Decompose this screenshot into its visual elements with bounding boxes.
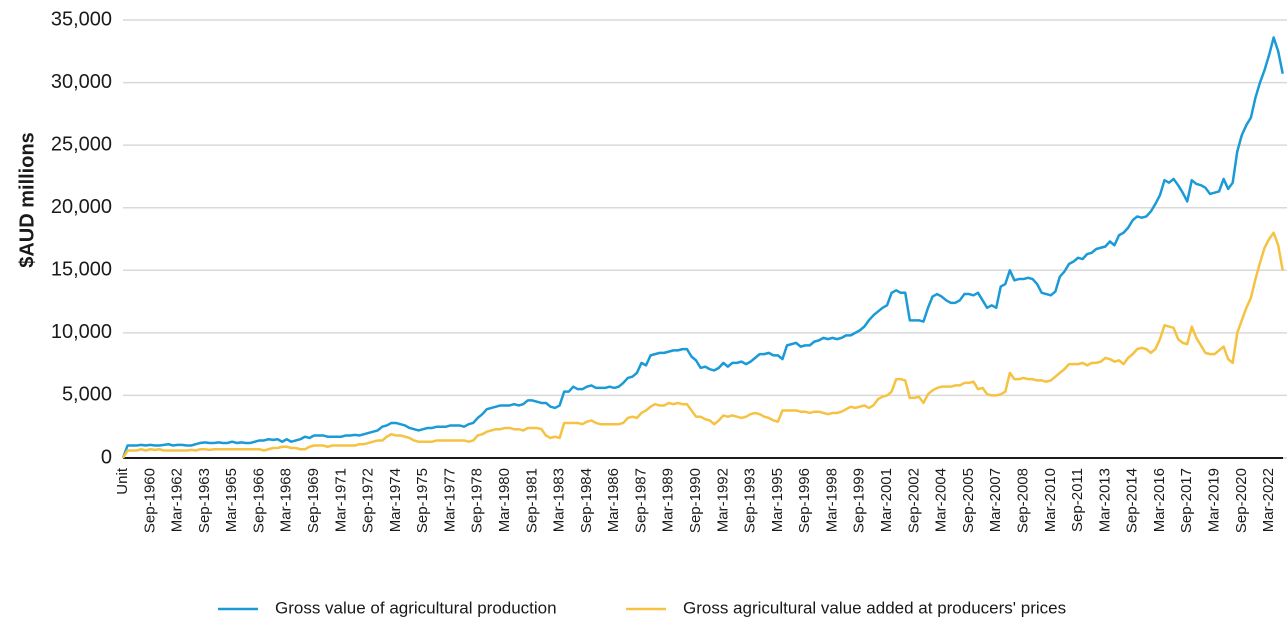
x-tick-label: Mar-2001 [878, 468, 895, 532]
y-tick-label: 30,000 [51, 71, 112, 93]
y-tick-label: 10,000 [51, 321, 112, 343]
x-tick-label: Mar-1968 [278, 468, 295, 532]
x-tick-label: Sep-1978 [469, 468, 486, 533]
x-tick-label: Mar-2016 [1151, 468, 1168, 532]
x-tick-label: Sep-1984 [578, 468, 595, 533]
x-tick-label: Mar-1986 [605, 468, 622, 532]
x-tick-label: Sep-1975 [414, 468, 431, 533]
x-tick-label: Sep-2008 [1014, 468, 1031, 533]
y-tick-label: 0 [101, 446, 112, 468]
x-tick-label: Mar-2010 [1042, 468, 1059, 532]
x-tick-label: Sep-2002 [905, 468, 922, 533]
x-tick-label: Mar-1998 [823, 468, 840, 532]
y-tick-label: 25,000 [51, 133, 112, 155]
x-tick-label: Sep-2017 [1178, 468, 1195, 533]
x-tick-label: Sep-1990 [687, 468, 704, 533]
legend-label: Gross value of agricultural production [275, 598, 557, 617]
x-tick-label: Sep-1987 [632, 468, 649, 533]
x-tick-label: Sep-1996 [796, 468, 813, 533]
x-tick-label: Mar-2022 [1260, 468, 1277, 532]
series-line [121, 231, 1284, 459]
x-tick-label: Mar-1974 [387, 468, 404, 532]
x-tick-label: Sep-1960 [141, 468, 158, 533]
x-tick-label: Sep-2005 [960, 468, 977, 533]
x-tick-label: Mar-1995 [769, 468, 786, 532]
x-tick-label: Sep-1969 [305, 468, 322, 533]
x-tick-label: Mar-1962 [169, 468, 186, 532]
legend-label: Gross agricultural value added at produc… [683, 598, 1066, 617]
x-tick-label: Sep-1963 [196, 468, 213, 533]
x-tick-label: Mar-1977 [441, 468, 458, 532]
x-tick-label: Sep-1981 [523, 468, 540, 533]
x-tick-label: Mar-1965 [223, 468, 240, 532]
x-tick-label: Sep-2014 [1124, 468, 1141, 533]
x-tick-label: Mar-1983 [551, 468, 568, 532]
x-tick-label: Sep-1999 [851, 468, 868, 533]
x-tick-label: Sep-2011 [1069, 468, 1086, 532]
x-tick-label: Sep-1993 [742, 468, 759, 533]
y-tick-label: 20,000 [51, 196, 112, 218]
x-tick-label: Mar-1971 [332, 468, 349, 532]
x-tick-label: Mar-1980 [496, 468, 513, 532]
y-tick-label: 15,000 [51, 259, 112, 281]
x-tick-label: Unit [114, 467, 131, 495]
x-tick-label: Sep-1966 [250, 468, 267, 533]
x-tick-label: Sep-2020 [1233, 468, 1250, 533]
series-line [121, 36, 1284, 459]
y-tick-label: 5,000 [62, 384, 112, 406]
x-tick-label: Mar-2004 [933, 468, 950, 532]
x-tick-label: Mar-2019 [1205, 468, 1222, 532]
x-tick-label: Mar-1989 [660, 468, 677, 532]
x-tick-label: Mar-1992 [714, 468, 731, 532]
y-axis-label: $AUD millions [16, 132, 38, 268]
x-tick-label: Mar-2007 [987, 468, 1004, 532]
x-tick-label: Mar-2013 [1096, 468, 1113, 532]
y-tick-label: 35,000 [51, 8, 112, 30]
x-tick-label: Sep-1972 [360, 468, 377, 533]
